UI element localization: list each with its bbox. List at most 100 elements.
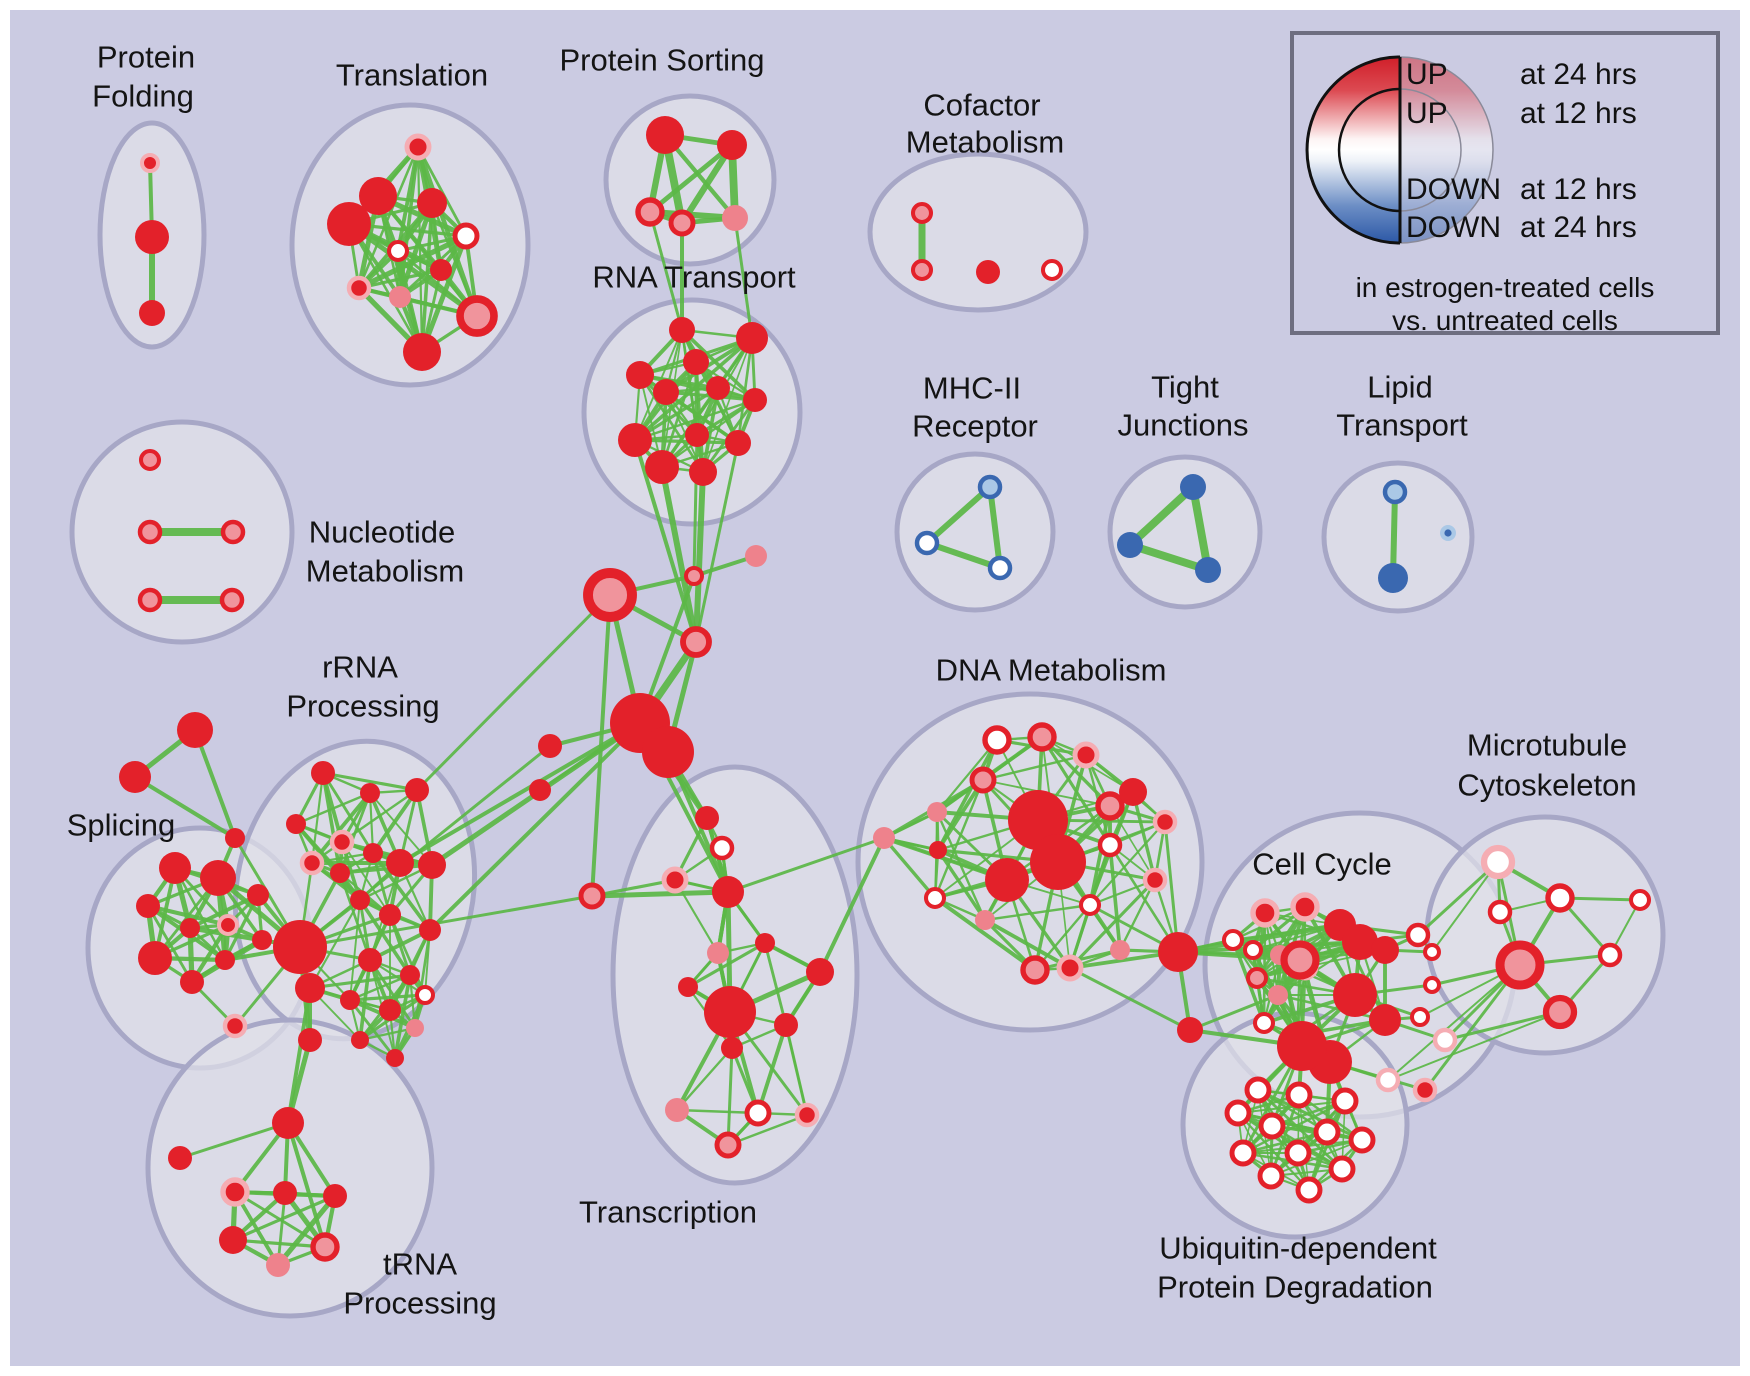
- edge: [686, 941, 767, 989]
- node: [140, 153, 160, 173]
- node: [119, 761, 151, 793]
- node: [689, 458, 717, 486]
- node: [1252, 1011, 1276, 1035]
- node: [219, 1226, 247, 1254]
- node: [709, 835, 735, 861]
- edge: [933, 778, 985, 900]
- edge: [648, 210, 684, 332]
- node: [1412, 1077, 1438, 1103]
- legend-row-up12-time: at 12 hrs: [1520, 97, 1637, 130]
- legend-row-up24-label: UP: [1406, 58, 1448, 91]
- edge: [1131, 790, 1157, 882]
- legend-box: [1290, 31, 1720, 335]
- node: [389, 286, 411, 308]
- node: [645, 450, 679, 484]
- edge: [675, 1108, 760, 1115]
- edge: [589, 889, 731, 899]
- edge: [694, 441, 740, 644]
- node: [873, 827, 895, 849]
- node: [1152, 809, 1178, 835]
- edge: [348, 993, 427, 1002]
- node: [299, 850, 325, 876]
- node: [225, 828, 245, 848]
- edge: [1088, 820, 1167, 907]
- node-center-dot: [1444, 529, 1452, 537]
- node: [360, 783, 380, 803]
- edge: [936, 848, 987, 922]
- node: [406, 1019, 424, 1037]
- node: [1328, 1155, 1356, 1183]
- node: [1542, 994, 1578, 1030]
- node: [1119, 778, 1147, 806]
- edge: [1269, 1093, 1301, 1178]
- node: [1268, 985, 1288, 1005]
- cluster-label-microtubule-cytoskeleton: Cytoskeleton: [1457, 768, 1636, 803]
- cluster-label-dna-metabolism: DNA Metabolism: [936, 653, 1167, 688]
- node: [653, 379, 679, 405]
- node: [743, 388, 767, 412]
- node: [1382, 479, 1408, 505]
- node: [403, 333, 441, 371]
- edge: [1189, 483, 1212, 574]
- cluster-label-rrna-processing: rRNA: [322, 650, 398, 685]
- edge: [348, 973, 412, 1002]
- cluster-label-ubiquitin-degradation: Ubiquitin-dependent: [1159, 1231, 1437, 1266]
- edge: [933, 896, 1037, 972]
- edge: [701, 386, 720, 474]
- node: [684, 566, 704, 586]
- node: [400, 965, 420, 985]
- cluster-label-tight-junctions: Junctions: [1118, 408, 1249, 443]
- edge: [308, 898, 362, 990]
- node: [138, 448, 162, 472]
- cluster-tight-junctions: [1107, 454, 1263, 610]
- edge: [133, 775, 237, 840]
- cluster-label-nucleotide-metabolism: Nucleotide: [309, 515, 455, 550]
- edge: [369, 792, 433, 866]
- node: [794, 1102, 820, 1128]
- node: [1342, 924, 1378, 960]
- edge: [1387, 1011, 1561, 1081]
- node: [1095, 791, 1125, 821]
- edge: [357, 268, 443, 290]
- edge: [1126, 483, 1197, 549]
- node: [982, 725, 1012, 755]
- edge: [763, 941, 788, 1027]
- node: [1221, 928, 1245, 952]
- edge: [678, 141, 736, 227]
- legend-footer-line1: in estrogen-treated cells: [1355, 272, 1655, 303]
- edge: [647, 142, 735, 215]
- node: [273, 920, 327, 974]
- node: [707, 942, 729, 964]
- node: [1378, 563, 1408, 593]
- edge: [1241, 1130, 1329, 1155]
- edge: [633, 438, 698, 644]
- node: [220, 1177, 250, 1207]
- edge: [1108, 843, 1122, 952]
- node: [665, 1098, 689, 1122]
- node: [219, 587, 245, 613]
- node: [1243, 940, 1263, 960]
- node: [452, 222, 480, 250]
- node: [405, 778, 429, 802]
- node: [1331, 1087, 1359, 1115]
- node: [1158, 932, 1198, 972]
- node: [626, 361, 654, 389]
- edge: [1163, 820, 1180, 954]
- edge: [294, 822, 362, 902]
- node: [419, 919, 441, 941]
- cluster-mhc-ii-receptor: [894, 451, 1056, 613]
- node: [1250, 898, 1280, 928]
- node: [923, 886, 947, 910]
- edge: [818, 836, 886, 974]
- node: [927, 802, 947, 822]
- edge: [1040, 735, 1112, 808]
- node: [529, 779, 551, 801]
- node: [1284, 1139, 1312, 1167]
- node: [138, 941, 172, 975]
- node: [618, 423, 652, 457]
- edge: [633, 398, 757, 442]
- node: [418, 851, 446, 879]
- node: [1027, 722, 1057, 752]
- edge: [1188, 993, 1280, 1032]
- node: [1432, 1027, 1458, 1053]
